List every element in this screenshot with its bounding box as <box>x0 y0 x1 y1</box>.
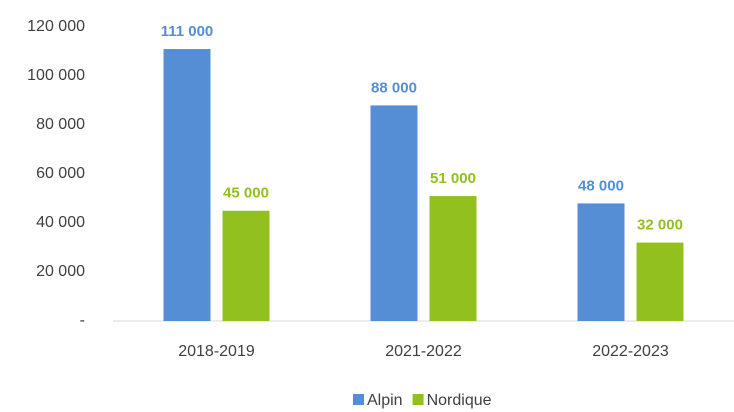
y-tick-label: 60 000 <box>36 165 85 182</box>
x-tick-label: 2022-2023 <box>592 343 669 360</box>
data-label: 48 000 <box>578 177 624 194</box>
legend-label: Alpin <box>367 392 403 409</box>
x-tick-label: 2021-2022 <box>385 343 462 360</box>
bar <box>577 203 625 321</box>
bar <box>429 196 477 321</box>
y-tick-label: 100 000 <box>27 67 85 84</box>
bar <box>636 242 684 321</box>
bar <box>222 210 270 321</box>
y-tick-label: 120 000 <box>27 18 85 35</box>
data-label: 111 000 <box>161 23 214 40</box>
data-label: 32 000 <box>637 217 683 234</box>
y-tick-label: - <box>80 312 85 329</box>
legend-label: Nordique <box>427 392 492 409</box>
data-label: 45 000 <box>223 185 269 202</box>
data-label: 88 000 <box>371 79 417 96</box>
data-label: 51 000 <box>430 170 476 187</box>
y-tick-label: 80 000 <box>36 116 85 133</box>
y-tick-label: 40 000 <box>36 214 85 231</box>
y-tick-label: 20 000 <box>36 263 85 280</box>
legend-swatch <box>412 394 424 405</box>
bar <box>163 49 211 322</box>
legend-swatch <box>353 394 364 405</box>
x-tick-label: 2018-2019 <box>178 343 255 360</box>
bar <box>370 105 418 322</box>
